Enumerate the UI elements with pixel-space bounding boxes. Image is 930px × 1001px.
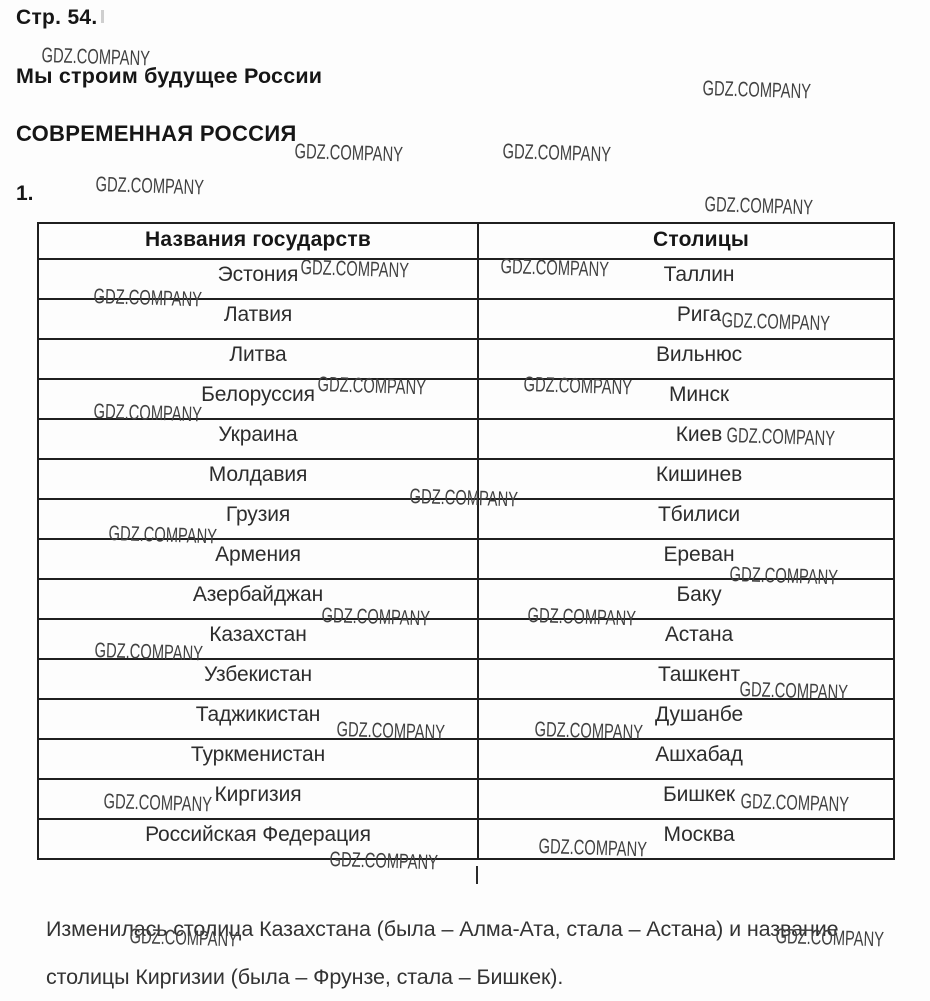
country-cell: Казахстан [37, 618, 479, 660]
column-header-capitals: Столицы [477, 222, 895, 260]
country-cell: Белоруссия [37, 378, 479, 420]
capital-label: Кишинев [655, 463, 743, 486]
capital-cell: Таллин [477, 258, 895, 300]
exercise-number: 1. [16, 182, 34, 205]
table-row: Эстония Таллин [37, 258, 895, 300]
capital-cell: Ташкент [477, 658, 895, 700]
capital-cell: Минск [477, 378, 895, 420]
capital-label: Бишкек [662, 783, 736, 806]
table-row: Киргизия Бишкек [37, 778, 895, 820]
watermark: GDZ.COMPANY [294, 140, 404, 167]
table-row: Латвия Рига [37, 298, 895, 340]
capital-cell: Ашхабад [477, 738, 895, 780]
country-cell: Киргизия [37, 778, 479, 820]
table-divider-tick [476, 866, 478, 884]
table-row: Азербайджан Баку [37, 578, 895, 620]
capital-cell: Москва [477, 818, 895, 860]
country-cell: Узбекистан [37, 658, 479, 700]
capital-label: Киев [675, 423, 723, 446]
capital-label: Таллин [663, 263, 735, 286]
capital-label: Минск [668, 383, 729, 406]
table-row: Таджикистан Душанбе [37, 698, 895, 740]
answer-note-line-2: столицы Киргизии (была – Фрунзе, стала –… [46, 965, 564, 989]
table-header-row: Названия государств Столицы [37, 222, 895, 260]
capital-label: Ашхабад [655, 743, 743, 766]
capital-cell: Киев [477, 418, 895, 460]
watermark: GDZ.COMPANY [704, 193, 814, 220]
capital-label: Душанбе [654, 703, 744, 726]
capital-label: Рига [676, 303, 722, 326]
table-row: Литва Вильнюс [37, 338, 895, 380]
table-row: Белоруссия Минск [37, 378, 895, 420]
capital-label: Тбилиси [657, 503, 741, 526]
country-cell: Азербайджан [37, 578, 479, 620]
capital-label: Вильнюс [655, 343, 743, 366]
country-cell: Туркменистан [37, 738, 479, 780]
watermark: GDZ.COMPANY [502, 140, 612, 167]
country-cell: Украина [37, 418, 479, 460]
country-cell: Грузия [37, 498, 479, 540]
column-header-states: Названия государств [37, 222, 479, 260]
table-row: Российская Федерация Москва [37, 818, 895, 860]
section-heading: СОВРЕМЕННАЯ РОССИЯ [16, 121, 297, 146]
country-cell: Молдавия [37, 458, 479, 500]
table-row: Туркменистан Ашхабад [37, 738, 895, 780]
capital-cell: Баку [477, 578, 895, 620]
column-header-capitals-label: Столицы [653, 228, 749, 251]
capital-label: Астана [664, 623, 734, 646]
country-cell: Армения [37, 538, 479, 580]
table-row: Грузия Тбилиси [37, 498, 895, 540]
states-capitals-table: Названия государств Столицы Эстония Талли… [37, 222, 895, 860]
country-cell: Таджикистан [37, 698, 479, 740]
page-label: Стр. 54. [16, 6, 98, 29]
table-row: Казахстан Астана [37, 618, 895, 660]
capital-cell: Бишкек [477, 778, 895, 820]
answer-note-line-1: Изменилась столица Казахстана (была – Ал… [46, 917, 839, 941]
capital-label: Ташкент [657, 663, 741, 686]
table-row: Украина Киев [37, 418, 895, 460]
capital-label: Москва [663, 823, 735, 846]
table-row: Армения Ереван [37, 538, 895, 580]
table-row: Молдавия Кишинев [37, 458, 895, 500]
capital-cell: Кишинев [477, 458, 895, 500]
country-cell: Эстония [37, 258, 479, 300]
capital-label: Баку [676, 583, 722, 606]
answer-note: Изменилась столица Казахстана (была – Ал… [46, 905, 916, 1001]
page-title: Мы строим будущее России [16, 64, 323, 88]
table-row: Узбекистан Ташкент [37, 658, 895, 700]
capital-cell: Тбилиси [477, 498, 895, 540]
country-cell: Литва [37, 338, 479, 380]
capital-label: Ереван [663, 543, 735, 566]
capital-cell: Душанбе [477, 698, 895, 740]
country-cell: Российская Федерация [37, 818, 479, 860]
capital-cell: Астана [477, 618, 895, 660]
watermark: GDZ.COMPANY [702, 77, 812, 104]
capital-cell: Вильнюс [477, 338, 895, 380]
capital-cell: Рига [477, 298, 895, 340]
scan-artifact [101, 10, 104, 23]
country-cell: Латвия [37, 298, 479, 340]
capital-cell: Ереван [477, 538, 895, 580]
watermark: GDZ.COMPANY [95, 173, 205, 200]
